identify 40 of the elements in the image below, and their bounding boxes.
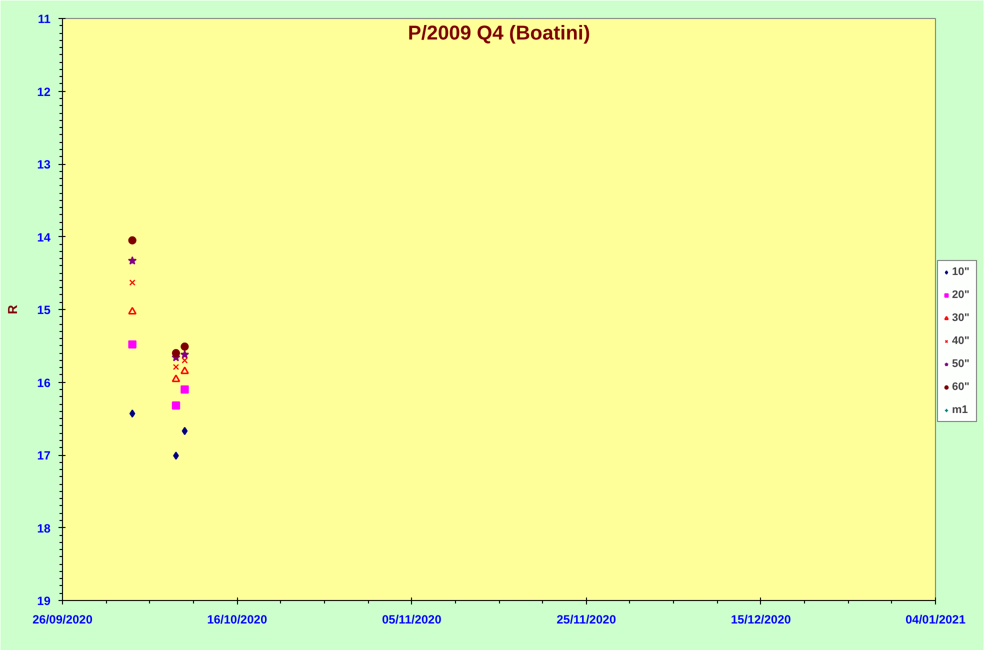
x-tick-label: 15/12/2020 [730,612,792,626]
point [172,364,180,370]
point [173,452,179,460]
x-tick-label: 26/09/2020 [32,612,93,626]
legend-label: 60" [952,381,970,393]
legend-label: 40" [952,335,970,347]
legend-label: 30" [952,312,970,324]
point [128,256,137,265]
point [128,236,136,244]
y-tick-label: 12 [37,84,51,99]
y-tick-label: 16 [37,376,51,390]
chart-title: P/2009 Q4 (Boatini) [408,22,590,44]
y-tick-label: 14 [37,230,51,244]
point [129,409,136,418]
y-tick-label: 13 [37,158,51,172]
x-tick-label: 05/11/2020 [382,612,442,626]
point [172,401,180,410]
point [180,385,189,394]
legend-label: m1 [952,404,969,416]
legend-label: 20" [952,289,970,301]
y-tick-label: 18 [37,521,51,536]
point [180,350,190,358]
x-tick-label: 25/11/2020 [556,612,616,626]
point [180,366,189,374]
point [180,342,189,351]
legend-label: 10" [952,266,970,278]
x-tick-label: 16/10/2020 [207,612,268,626]
y-axis-title: R [5,304,20,314]
legend-label: 50" [952,358,970,370]
y-tick-label: 15 [37,303,51,317]
point [182,426,188,436]
point [128,306,137,314]
point [172,374,180,382]
y-tick-label: 19 [37,594,51,608]
point [128,340,136,349]
point [129,280,136,286]
x-tick-label: 04/01/2021 [905,612,966,626]
y-tick-label: 17 [37,448,51,462]
point [172,349,180,358]
y-tick-label: 11 [38,12,51,26]
